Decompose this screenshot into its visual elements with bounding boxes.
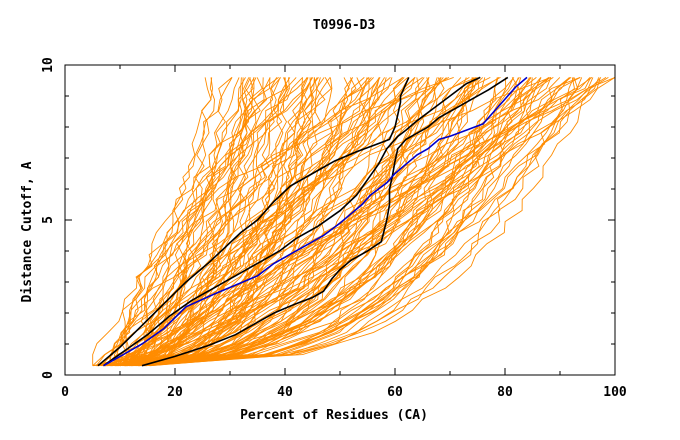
- highlight-line-black: [141, 76, 509, 367]
- background-model-line: [131, 77, 484, 367]
- background-model-line: [111, 77, 308, 367]
- background-model-line: [119, 77, 550, 367]
- y-tick-label: 10: [41, 57, 56, 73]
- background-model-line: [135, 77, 572, 367]
- x-axis-ticks: 0 20 40 60 80 100: [61, 65, 627, 400]
- background-model-line: [108, 76, 551, 366]
- background-model-line: [101, 77, 470, 367]
- y-axis-ticks: 0 5 10: [41, 57, 615, 379]
- highlight-line-black: [97, 77, 410, 367]
- background-model-line: [92, 77, 313, 366]
- background-model-line: [120, 77, 609, 367]
- background-model-line: [137, 77, 314, 366]
- background-model-line: [136, 77, 592, 367]
- background-model-line: [122, 77, 616, 367]
- background-model-line: [129, 77, 380, 367]
- background-model-line: [110, 77, 430, 367]
- background-model-line: [140, 77, 282, 367]
- background-model-line: [137, 77, 212, 366]
- background-model-line: [109, 77, 255, 367]
- background-model-line: [125, 77, 410, 366]
- background-model-line: [119, 77, 542, 367]
- background-model-line: [109, 77, 370, 366]
- chart-title: T0996-D3: [313, 18, 376, 33]
- background-model-line: [97, 77, 519, 367]
- background-model-line: [130, 77, 475, 367]
- background-model-line: [143, 77, 372, 366]
- background-model-line: [149, 77, 561, 367]
- background-model-line: [124, 77, 246, 367]
- x-tick-label: 60: [387, 385, 403, 400]
- y-axis-label: Distance Cutoff, A: [20, 161, 35, 302]
- background-model-line: [118, 77, 281, 367]
- background-model-line: [137, 77, 431, 367]
- background-model-line: [139, 77, 583, 367]
- y-tick-label: 5: [41, 216, 56, 224]
- background-model-line: [140, 77, 473, 367]
- background-model-line: [109, 77, 600, 367]
- x-tick-label: 0: [61, 385, 69, 400]
- background-model-line: [96, 76, 581, 366]
- background-model-line: [105, 77, 575, 367]
- background-model-line: [126, 77, 291, 367]
- x-tick-label: 80: [497, 385, 513, 400]
- background-model-line: [101, 76, 477, 366]
- background-model-line: [147, 77, 254, 367]
- background-model-line: [116, 76, 616, 367]
- background-model-line: [138, 77, 507, 367]
- x-tick-label: 20: [167, 385, 183, 400]
- background-model-line: [124, 77, 353, 367]
- background-model-line: [117, 77, 501, 367]
- highlight-line-black: [103, 76, 481, 367]
- background-model-line: [113, 77, 309, 366]
- x-tick-label: 100: [603, 385, 627, 400]
- background-model-line: [97, 77, 416, 367]
- background-model-line: [107, 77, 601, 367]
- background-model-line: [145, 77, 478, 367]
- background-model-line: [116, 77, 416, 367]
- background-model-line: [121, 76, 454, 366]
- background-model-line: [92, 77, 438, 367]
- background-model-line: [118, 77, 591, 367]
- background-model-line: [97, 77, 380, 367]
- background-model-line: [137, 77, 387, 367]
- background-model-line: [143, 77, 522, 367]
- x-axis-label: Percent of Residues (CA): [240, 408, 428, 423]
- background-model-line: [140, 77, 233, 366]
- background-model-line: [131, 77, 370, 367]
- highlighted-series: [97, 76, 528, 367]
- highlight-line-blue: [103, 76, 528, 367]
- background-model-line: [112, 77, 475, 367]
- y-tick-label: 0: [41, 371, 56, 379]
- background-model-line: [105, 77, 391, 367]
- background-model-line: [96, 77, 570, 367]
- background-model-line: [145, 77, 303, 366]
- background-model-line: [143, 77, 450, 366]
- background-model-line: [132, 76, 491, 366]
- background-model-line: [115, 77, 602, 367]
- background-model-line: [129, 77, 594, 367]
- x-tick-label: 40: [277, 385, 293, 400]
- background-model-line: [139, 77, 442, 367]
- background-model-line: [125, 77, 297, 366]
